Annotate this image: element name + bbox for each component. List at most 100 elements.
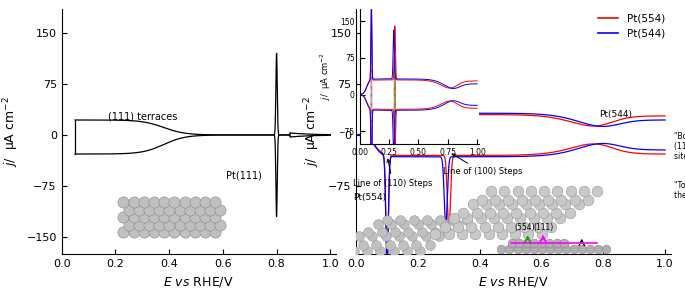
- Point: [507, 202, 518, 207]
- Text: (111) terraces: (111) terraces: [108, 112, 177, 122]
- Point: [153, 222, 164, 227]
- Point: [501, 216, 512, 220]
- Point: [190, 230, 201, 234]
- Point: [390, 230, 401, 235]
- Point: [210, 200, 221, 205]
- Point: [525, 188, 536, 193]
- Point: [380, 234, 391, 239]
- Point: [452, 222, 463, 227]
- Point: [424, 242, 435, 247]
- Point: [506, 225, 516, 229]
- Point: [434, 218, 445, 222]
- Point: [128, 230, 139, 234]
- Point: [497, 231, 508, 236]
- Point: [503, 197, 514, 202]
- Point: [545, 225, 556, 229]
- Point: [210, 230, 221, 234]
- Legend: Pt(554), Pt(544): Pt(554), Pt(544): [593, 9, 669, 43]
- Point: [448, 218, 459, 222]
- Point: [386, 222, 397, 227]
- Point: [543, 197, 553, 202]
- Point: [545, 247, 556, 252]
- Point: [466, 225, 477, 229]
- Point: [453, 225, 464, 229]
- Point: [169, 215, 180, 219]
- Point: [367, 234, 378, 239]
- Point: [551, 211, 562, 216]
- Point: [421, 218, 432, 222]
- Point: [420, 234, 431, 239]
- Point: [592, 188, 603, 193]
- Point: [164, 222, 175, 227]
- Point: [520, 247, 531, 252]
- Text: Pt(554): Pt(554): [353, 193, 386, 202]
- Point: [169, 200, 180, 205]
- Point: [393, 234, 404, 239]
- Point: [456, 231, 467, 236]
- Point: [159, 200, 170, 205]
- Point: [443, 231, 454, 236]
- Point: [345, 242, 356, 247]
- Point: [123, 222, 134, 227]
- Point: [494, 202, 505, 207]
- Point: [408, 218, 419, 222]
- Text: "Bottom side" (-) of the
(110) steps (concave
sites) or (111) terraces: "Bottom side" (-) of the (110) steps (co…: [675, 132, 685, 161]
- Point: [560, 202, 571, 207]
- Point: [215, 207, 226, 212]
- Text: (111) terraces: (111) terraces: [413, 110, 477, 119]
- Point: [349, 248, 360, 253]
- Point: [516, 197, 527, 202]
- Point: [528, 216, 539, 220]
- Point: [510, 231, 521, 236]
- Point: [512, 247, 523, 252]
- Point: [467, 202, 478, 207]
- Point: [439, 225, 450, 229]
- Point: [128, 215, 139, 219]
- Point: [118, 230, 129, 234]
- Point: [496, 247, 507, 252]
- Point: [530, 197, 540, 202]
- Y-axis label: $j/$  µA cm$^{-2}$: $j/$ µA cm$^{-2}$: [303, 96, 322, 167]
- Y-axis label: $j/$  µA cm$^{-2}$: $j/$ µA cm$^{-2}$: [319, 52, 333, 100]
- Point: [523, 231, 534, 236]
- Y-axis label: $j/$  µA cm$^{-2}$: $j/$ µA cm$^{-2}$: [1, 96, 21, 167]
- Point: [553, 247, 564, 252]
- Text: Pt(544): Pt(544): [599, 110, 632, 119]
- Point: [476, 197, 487, 202]
- X-axis label: $E\ vs\ $RHE/V: $E\ vs\ $RHE/V: [478, 274, 549, 289]
- Point: [134, 222, 145, 227]
- Point: [490, 197, 501, 202]
- Point: [335, 248, 346, 253]
- Point: [555, 216, 566, 220]
- Point: [511, 211, 522, 216]
- Point: [483, 231, 494, 236]
- Point: [358, 242, 369, 247]
- Point: [529, 240, 540, 245]
- Text: (554): (554): [514, 223, 535, 232]
- Point: [416, 230, 427, 235]
- Point: [403, 230, 414, 235]
- Point: [159, 215, 170, 219]
- Point: [179, 215, 190, 219]
- Point: [388, 248, 399, 253]
- Point: [149, 215, 160, 219]
- Point: [143, 222, 154, 227]
- Point: [372, 222, 383, 227]
- Point: [179, 200, 190, 205]
- Point: [401, 248, 412, 253]
- Point: [362, 248, 373, 253]
- Point: [493, 225, 503, 229]
- Point: [520, 202, 531, 207]
- Point: [538, 188, 549, 193]
- Text: Line of (110) Steps: Line of (110) Steps: [353, 159, 432, 188]
- Point: [434, 234, 445, 239]
- Point: [569, 197, 580, 202]
- Point: [475, 216, 486, 220]
- Point: [569, 247, 580, 252]
- Point: [551, 240, 562, 245]
- Point: [199, 215, 210, 219]
- Point: [210, 215, 221, 219]
- Point: [149, 230, 160, 234]
- Point: [486, 188, 497, 193]
- Point: [363, 230, 374, 235]
